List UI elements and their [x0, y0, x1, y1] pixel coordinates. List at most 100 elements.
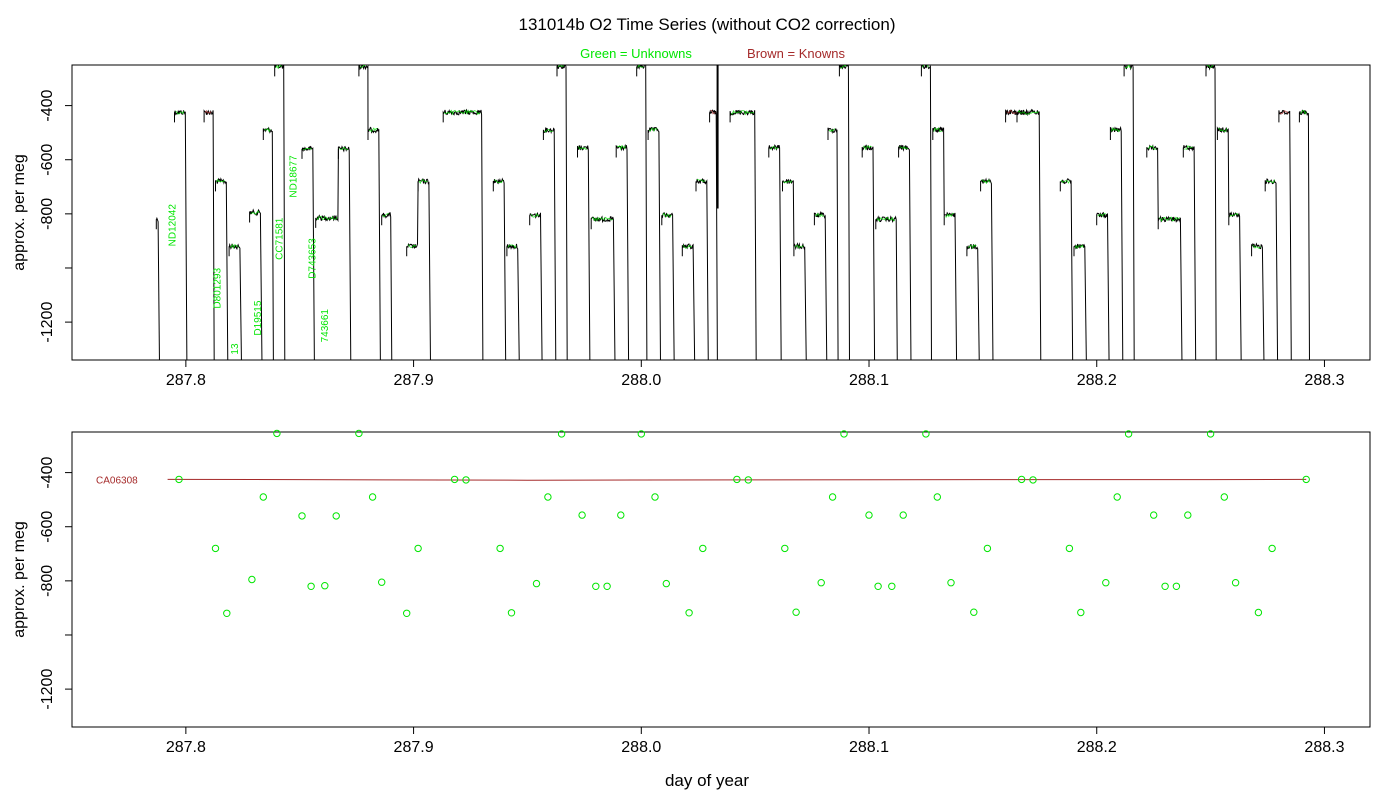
- trace-segment-unknown: [1073, 243, 1087, 360]
- data-point: [1254, 608, 1263, 617]
- trace-segment-unknown: [577, 145, 591, 360]
- trace-segment-unknown: [155, 216, 160, 360]
- trace-highlight-unknown: [1111, 127, 1121, 133]
- trace-highlight-unknown: [1074, 244, 1084, 249]
- data-point: [273, 429, 281, 438]
- trace-highlight-unknown: [407, 244, 417, 249]
- trace-highlight-unknown: [264, 127, 271, 133]
- data-point: [1017, 475, 1026, 484]
- data-point: [874, 582, 882, 590]
- top-y-axis-label: approx. per meg: [11, 154, 28, 271]
- top-x-tick-label: 287.9: [394, 372, 434, 389]
- trace-highlight-unknown: [275, 65, 282, 70]
- data-point: [1065, 544, 1074, 553]
- data-point: [298, 512, 306, 520]
- data-point: [1184, 511, 1192, 519]
- top-y-axis: -400 -600 -800 -1200: [39, 89, 72, 343]
- trace-highlight-unknown: [578, 146, 587, 150]
- data-point: [922, 430, 930, 438]
- trace-highlight-unknown: [1229, 213, 1239, 217]
- trace-highlight-unknown: [1158, 216, 1180, 223]
- data-point: [259, 493, 267, 501]
- trace-highlight-unknown: [933, 127, 943, 133]
- trace-highlight-unknown: [544, 129, 553, 133]
- sample-label: D801293: [213, 268, 224, 309]
- trace-segment-unknown: [729, 109, 757, 360]
- trace-segment-unknown: [358, 65, 369, 131]
- trace-segment-unknown: [442, 108, 484, 360]
- trace-highlight-unknown: [815, 212, 824, 218]
- trace-segment-unknown: [943, 211, 958, 360]
- data-point: [532, 579, 541, 588]
- bottom-plot-frame: [71, 431, 1371, 728]
- trace-segment-unknown: [838, 65, 850, 360]
- bottom-x-tick-label: 288.1: [849, 739, 889, 756]
- trace-segment-unknown: [920, 65, 932, 360]
- data-point: [733, 475, 741, 484]
- sample-label: D743653: [308, 238, 319, 279]
- bottom-y-axis: -400 -600 -800 -1200: [39, 456, 72, 710]
- data-point: [947, 579, 955, 587]
- data-point: [321, 582, 329, 590]
- trace-highlight-unknown: [922, 65, 929, 68]
- top-x-tick-label: 288.3: [1304, 372, 1344, 389]
- trace-highlight-unknown: [494, 179, 504, 184]
- trace-segment-unknown: [681, 242, 696, 360]
- top-time-series-panel: 287.8 287.9 288.0 288.1 288.2 288.3 -400 -600 -8…: [11, 64, 1371, 389]
- trace-segment-unknown: [1216, 126, 1230, 216]
- trace-segment-unknown: [1059, 178, 1074, 360]
- data-point: [933, 493, 941, 501]
- data-point: [355, 429, 363, 438]
- trace-highlight-unknown: [696, 179, 706, 182]
- top-y-tick-label: -800: [39, 198, 56, 230]
- data-point: [792, 608, 800, 616]
- sample-label: 743661: [320, 309, 331, 343]
- bottom-y-tick-label: -600: [39, 511, 56, 543]
- trace-highlight-unknown: [662, 212, 672, 218]
- trace-highlight-unknown: [359, 65, 366, 68]
- trace-highlight-unknown: [730, 109, 755, 116]
- trace-highlight-unknown: [339, 146, 349, 151]
- trace-highlight-unknown: [507, 244, 517, 249]
- data-point: [1268, 544, 1276, 553]
- trace-highlight-unknown: [967, 243, 977, 250]
- trace-highlight-unknown: [981, 179, 991, 185]
- trace-segment-unknown: [768, 144, 782, 360]
- data-point: [1029, 476, 1037, 484]
- trace-highlight-unknown: [1097, 213, 1107, 217]
- data-point: [1172, 582, 1181, 590]
- bottom-x-tick-label: 288.0: [621, 739, 661, 756]
- trace-highlight-known: [204, 109, 212, 114]
- data-point: [617, 511, 625, 519]
- top-x-axis: 287.8 287.9 288.0 288.1 288.2 288.3: [166, 360, 1345, 389]
- trace-segment-unknown: [337, 145, 352, 360]
- data-point: [899, 511, 907, 519]
- data-point: [603, 582, 611, 590]
- bottom-y-tick-label: -800: [39, 565, 56, 597]
- data-point: [840, 430, 848, 438]
- data-point: [378, 578, 386, 586]
- trace-highlight-unknown: [229, 243, 239, 250]
- bottom-x-axis: 287.8 287.9 288.0 288.1 288.2 288.3: [166, 727, 1345, 756]
- data-point: [307, 582, 315, 590]
- data-point: [1124, 430, 1133, 438]
- bottom-x-tick-label: 288.3: [1304, 739, 1344, 756]
- trace-segment-unknown: [492, 177, 507, 360]
- top-x-tick-label: 287.8: [166, 372, 206, 389]
- reference-line: [167, 478, 1307, 481]
- data-point: [496, 544, 504, 553]
- data-point: [1206, 430, 1215, 438]
- trace-highlight-unknown: [1206, 65, 1214, 68]
- trace-segment-unknown: [417, 177, 431, 360]
- data-point: [578, 511, 586, 519]
- trace-segment-unknown: [827, 127, 839, 360]
- sample-label: ND18677: [288, 155, 299, 198]
- trace-highlight-unknown: [382, 213, 389, 218]
- data-point: [865, 511, 873, 519]
- top-plot-frame: [71, 64, 1371, 361]
- trace-highlight-unknown: [682, 244, 692, 249]
- legend-knowns: Brown = Knowns: [747, 46, 845, 61]
- top-y-tick-label: -1200: [39, 302, 56, 343]
- trace-segment-unknown: [980, 177, 994, 360]
